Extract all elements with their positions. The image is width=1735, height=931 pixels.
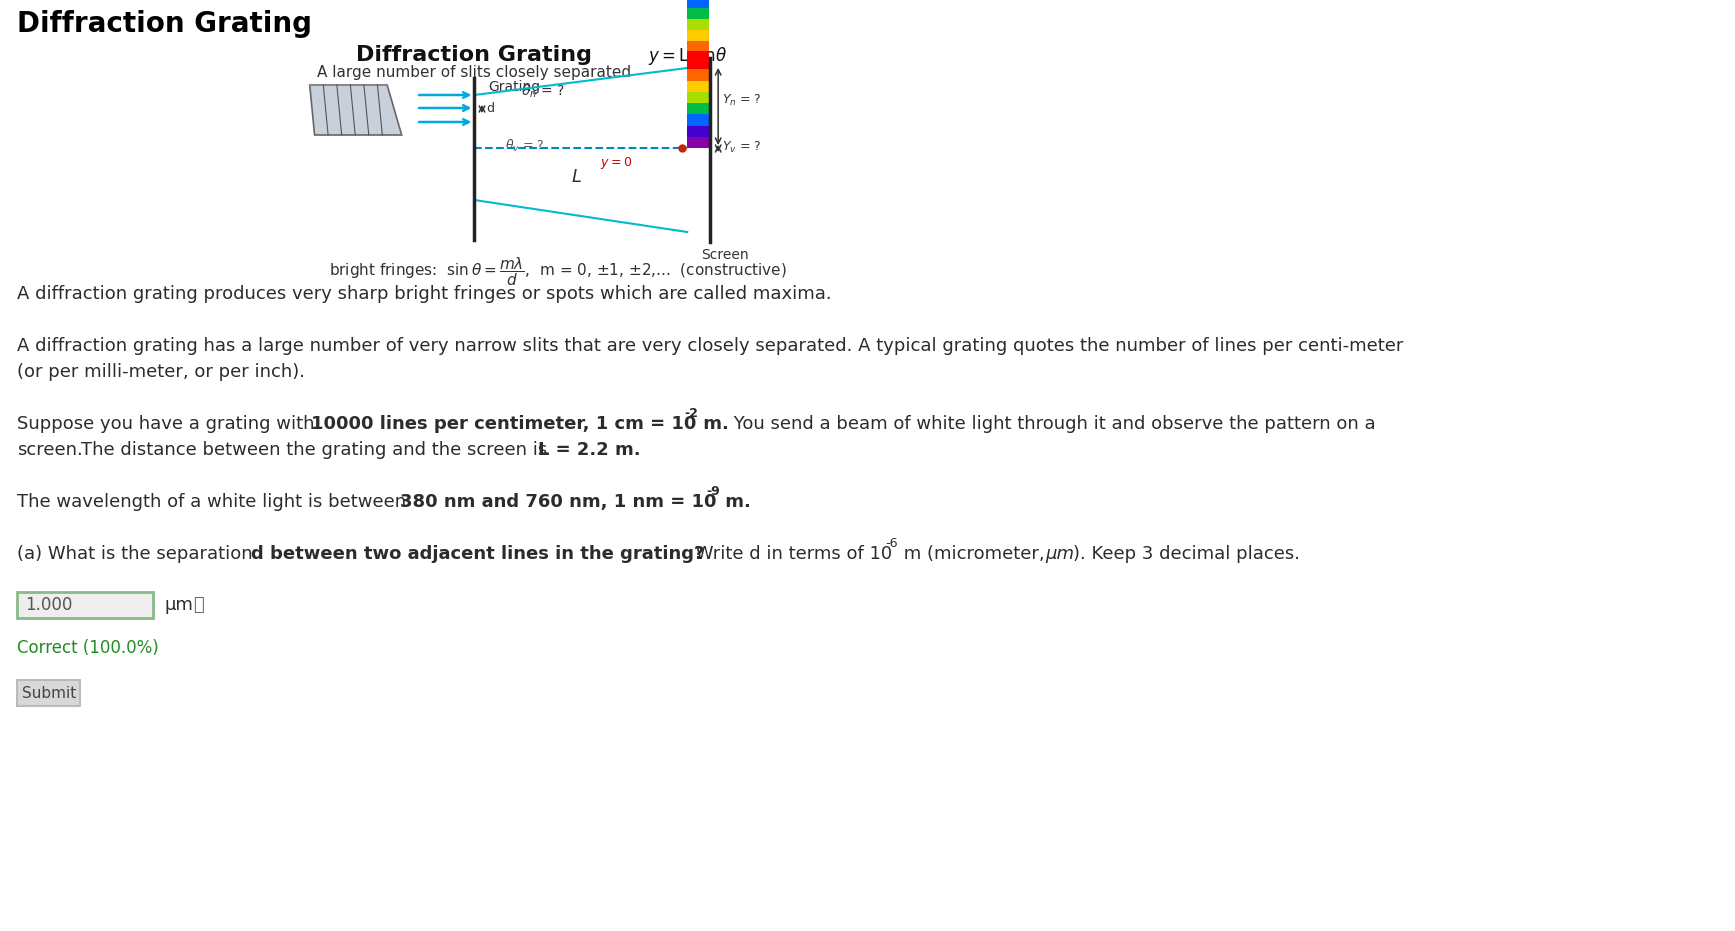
Text: 380 nm and 760 nm, 1 nm = 10: 380 nm and 760 nm, 1 nm = 10: [399, 493, 717, 511]
Bar: [687, 41, 708, 51]
Text: -9: -9: [706, 485, 720, 498]
Text: 1.000: 1.000: [26, 596, 73, 614]
Bar: [687, 126, 708, 137]
Text: m (micrometer,: m (micrometer,: [897, 545, 1050, 563]
Text: μm: μm: [165, 596, 193, 614]
Bar: [687, 92, 708, 103]
Text: $y = \mathrm{Ltan}\theta$: $y = \mathrm{Ltan}\theta$: [649, 45, 727, 67]
Text: ). Keep 3 decimal places.: ). Keep 3 decimal places.: [1074, 545, 1300, 563]
Text: (a) What is the separation: (a) What is the separation: [17, 545, 259, 563]
Text: Grating: Grating: [488, 80, 540, 94]
Bar: [687, 69, 708, 80]
Polygon shape: [311, 85, 403, 135]
Text: Diffraction Grating: Diffraction Grating: [356, 45, 592, 65]
Text: $\theta_n$ = ?: $\theta_n$ = ?: [520, 83, 564, 101]
Text: $Y_n$ = ?: $Y_n$ = ?: [722, 92, 762, 108]
Text: Write d in terms of 10: Write d in terms of 10: [691, 545, 892, 563]
Text: -6: -6: [885, 537, 899, 550]
Text: m.: m.: [720, 493, 751, 511]
Text: Diffraction Grating: Diffraction Grating: [17, 10, 312, 38]
Text: Correct (100.0%): Correct (100.0%): [17, 639, 160, 656]
Text: The distance between the grating and the screen is: The distance between the grating and the…: [82, 441, 553, 459]
Text: μm: μm: [1044, 545, 1074, 563]
Text: A diffraction grating has a large number of very narrow slits that are very clos: A diffraction grating has a large number…: [17, 337, 1404, 355]
Bar: [687, 51, 708, 62]
Text: You send a beam of white light through it and observe the pattern on a: You send a beam of white light through i…: [729, 415, 1376, 433]
Bar: [687, 103, 708, 115]
Text: d between two adjacent lines in the grating?: d between two adjacent lines in the grat…: [252, 545, 704, 563]
Bar: [687, 0, 708, 8]
FancyBboxPatch shape: [17, 681, 80, 707]
Text: d: d: [486, 101, 494, 115]
Bar: [687, 80, 708, 92]
Text: (or per milli-meter, or per inch).: (or per milli-meter, or per inch).: [17, 363, 305, 381]
Text: -2: -2: [684, 407, 697, 420]
FancyBboxPatch shape: [17, 592, 153, 618]
Text: Screen: Screen: [701, 248, 748, 262]
Text: $Y_v$ = ?: $Y_v$ = ?: [722, 140, 762, 155]
Text: L = 2.2 m.: L = 2.2 m.: [538, 441, 640, 459]
Text: Suppose you have a grating with: Suppose you have a grating with: [17, 415, 321, 433]
Text: bright fringes:  $\sin\theta = \dfrac{m\lambda}{d}$,  m = 0, ±1, ±2,...  (constr: bright fringes: $\sin\theta = \dfrac{m\l…: [330, 255, 786, 288]
Text: m.: m.: [697, 415, 729, 433]
Text: Submit: Submit: [23, 686, 76, 701]
Text: A large number of slits closely separated: A large number of slits closely separate…: [318, 65, 632, 80]
Text: $\theta_v$ = ?: $\theta_v$ = ?: [505, 138, 545, 155]
Text: 10000 lines per centimeter, 1 cm = 10: 10000 lines per centimeter, 1 cm = 10: [311, 415, 696, 433]
Bar: [687, 58, 708, 69]
Bar: [687, 8, 708, 19]
Bar: [687, 19, 708, 30]
Text: $y = 0$: $y = 0$: [600, 155, 632, 171]
Bar: [687, 137, 708, 148]
Text: The wavelength of a white light is between: The wavelength of a white light is betwe…: [17, 493, 413, 511]
Text: ⓘ: ⓘ: [194, 596, 205, 614]
Bar: [687, 115, 708, 126]
Text: A diffraction grating produces very sharp bright fringes or spots which are call: A diffraction grating produces very shar…: [17, 285, 833, 303]
Bar: [687, 30, 708, 41]
Text: $L$: $L$: [571, 168, 581, 186]
Text: screen.: screen.: [17, 441, 83, 459]
